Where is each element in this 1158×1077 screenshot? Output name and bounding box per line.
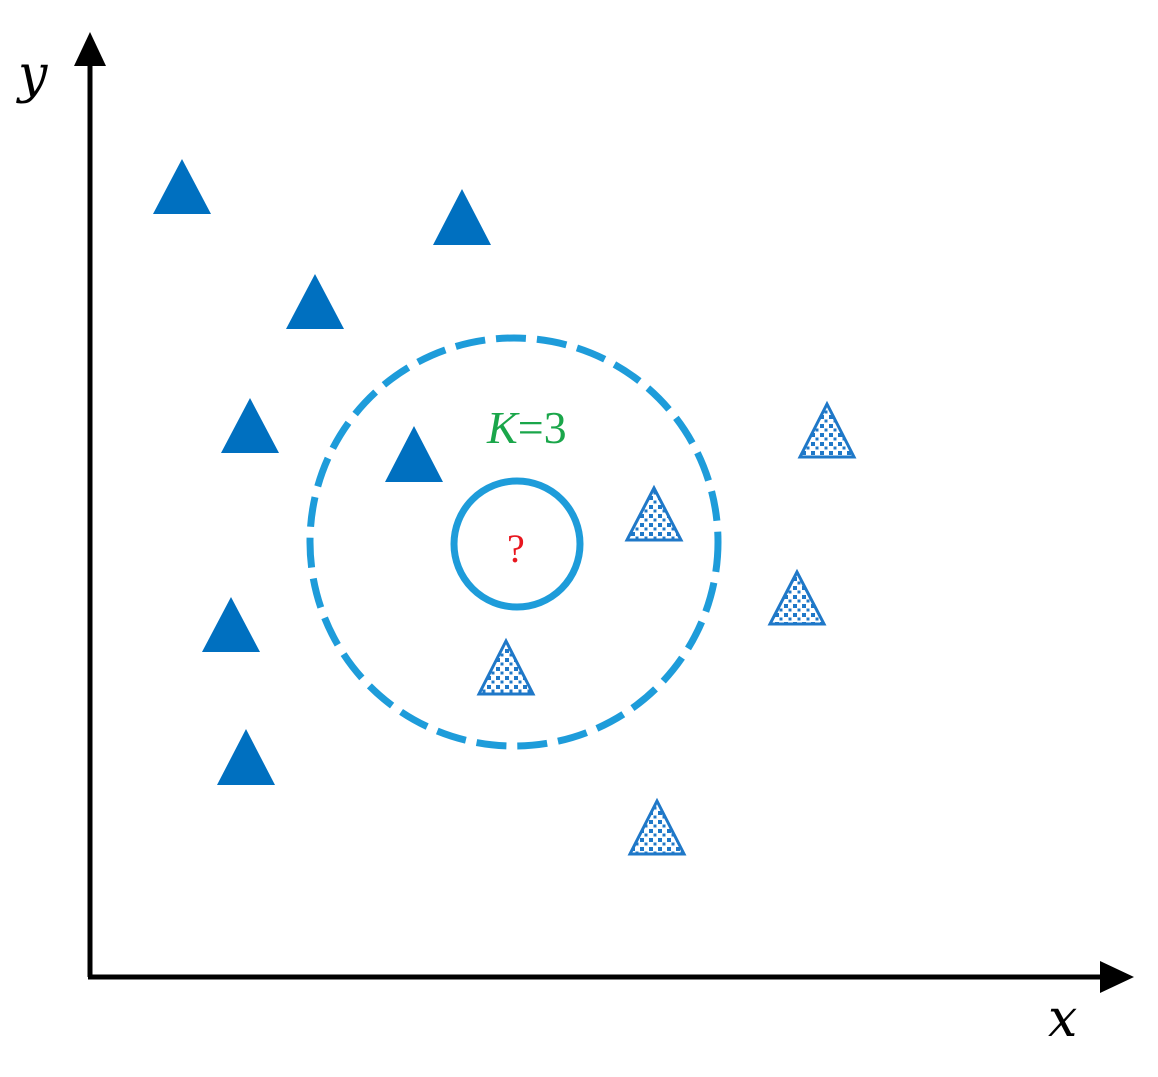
solid-triangle-icon [286,274,344,329]
y-axis-label: y [16,45,48,105]
solid-triangle-icon [153,159,211,214]
query-mark: ? [507,526,525,571]
solid-triangle-icon [221,398,279,453]
class-a-points [153,159,491,785]
dotted-triangle-icon [797,400,857,459]
k-variable: K [486,402,520,453]
k-neighborhood-circle [306,334,722,750]
dotted-triangle-icon [767,568,827,626]
dotted-triangle-icon [476,637,536,696]
solid-triangle-icon [217,729,275,785]
axes: y x [16,32,1134,1049]
solid-triangle-icon [202,597,260,652]
x-axis-label: x [1048,989,1077,1049]
class-b-points [476,400,857,856]
y-axis-arrow-icon [74,32,106,66]
query-point-circle [450,477,584,611]
dotted-triangle-icon [624,484,684,542]
solid-triangle-icon [433,189,491,245]
k-equals-value: =3 [518,402,567,453]
solid-triangle-icon [385,426,443,482]
x-axis-arrow-icon [1100,961,1134,993]
dotted-triangle-icon [627,797,687,856]
k-value-label: K=3 [486,402,567,453]
